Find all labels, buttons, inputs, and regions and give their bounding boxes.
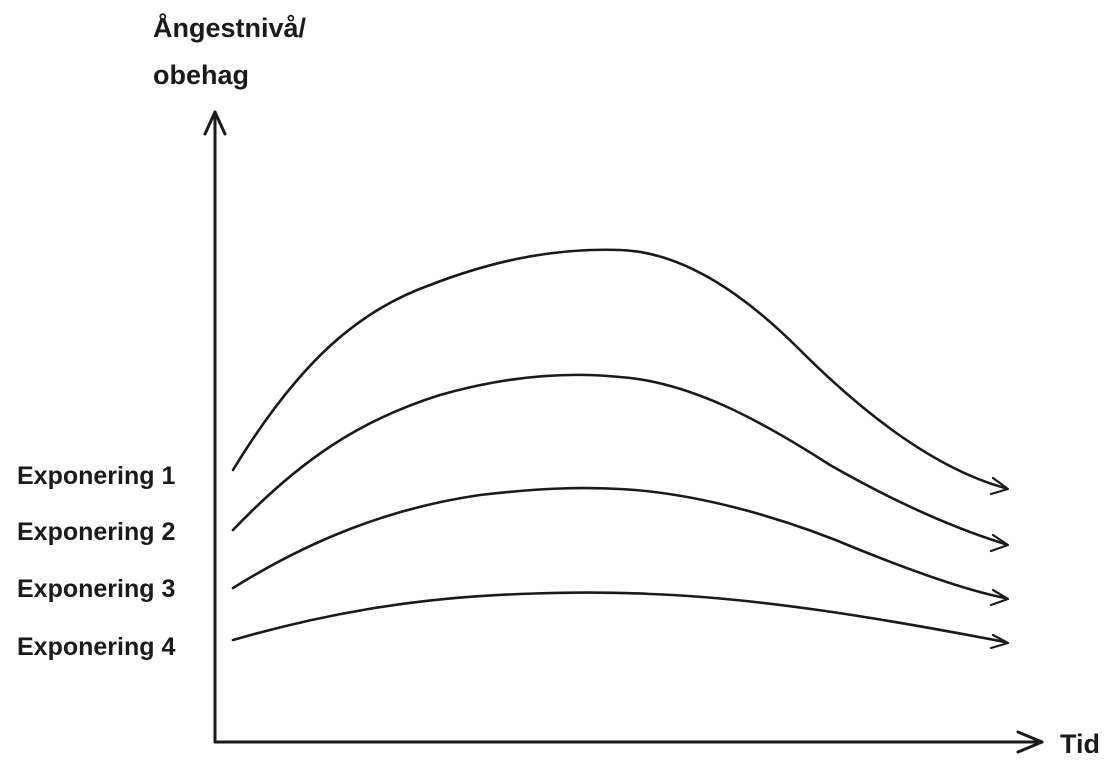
- curve-line: [231, 248, 1007, 490]
- y-axis-arrowhead: [203, 110, 227, 136]
- curve-arrow: [989, 633, 1010, 650]
- curve-arrow: [989, 476, 1010, 496]
- y-axis-title-line1: Ångestnivå/: [153, 12, 307, 43]
- curve-exposure-2: [231, 373, 1010, 553]
- curve-exposure-1: [231, 248, 1010, 496]
- curve-line: [231, 486, 1007, 600]
- curve-arrow: [989, 588, 1010, 607]
- x-axis-title: Tid: [1060, 729, 1100, 759]
- curve-label-exposure-1: Exponering 1: [17, 462, 175, 490]
- curve-label-exposure-3: Exponering 3: [17, 575, 175, 603]
- curve-exposure-4: [231, 591, 1010, 650]
- curve-exposure-3: [231, 486, 1010, 607]
- curve-line: [231, 591, 1007, 644]
- curve-label-exposure-4: Exponering 4: [17, 633, 175, 661]
- x-axis-arrowhead: [1016, 730, 1044, 754]
- y-axis-title-line2: obehag: [153, 60, 249, 90]
- curve-line: [231, 373, 1007, 546]
- curve-arrow: [989, 533, 1010, 553]
- curve-label-exposure-2: Exponering 2: [17, 518, 175, 546]
